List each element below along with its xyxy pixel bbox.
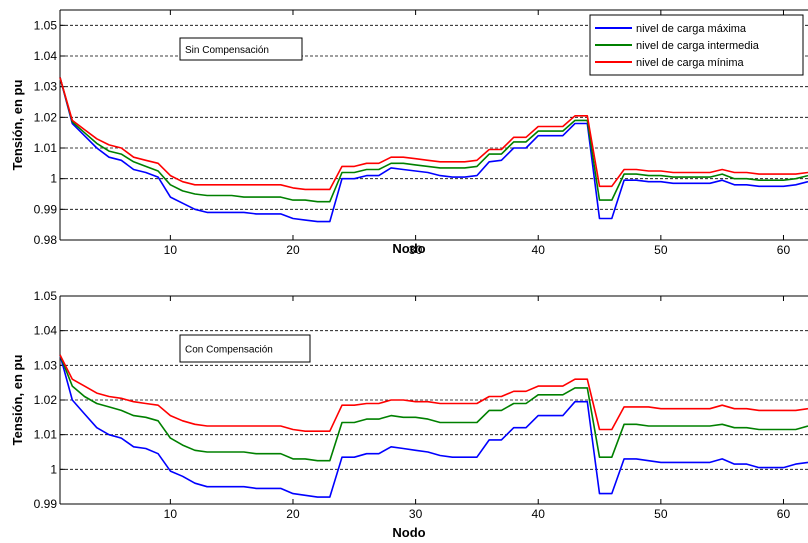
y-tick-label: 1 xyxy=(50,462,57,476)
annotation-text: Sin Compensación xyxy=(185,45,269,56)
y-axis-label: Tensión, en pu xyxy=(10,80,25,171)
series-line-2 xyxy=(59,77,808,203)
series-line-3 xyxy=(59,77,808,191)
series-line-3 xyxy=(59,354,808,433)
x-tick-label: 40 xyxy=(532,243,546,257)
y-tick-label: 0.99 xyxy=(34,202,58,216)
y-tick-label: 1.05 xyxy=(34,289,58,303)
series-line-1 xyxy=(59,77,808,223)
y-tick-label: 1.02 xyxy=(34,110,58,124)
y-tick-label: 1.04 xyxy=(34,49,58,63)
x-tick-label: 10 xyxy=(164,243,178,257)
series-line-2 xyxy=(59,354,808,462)
y-tick-label: 1.03 xyxy=(34,358,58,372)
legend: nivel de carga máxima nivel de carga inte… xyxy=(589,14,804,76)
x-axis-label: Nodo xyxy=(392,241,425,256)
y-axis-label: Tensión, en pu xyxy=(10,355,25,446)
x-tick-label: 50 xyxy=(654,243,668,257)
x-tick-label: 50 xyxy=(654,507,668,521)
x-tick-label: 20 xyxy=(286,507,300,521)
x-tick-label: 10 xyxy=(164,507,178,521)
x-tick-label: 40 xyxy=(532,507,546,521)
y-tick-label: 1.01 xyxy=(34,428,58,442)
annotation-text: Con Compensación xyxy=(185,345,273,356)
y-tick-label: 1.04 xyxy=(34,324,58,338)
legend-label-2: nivel de carga intermedia xyxy=(636,40,760,52)
y-tick-label: 0.99 xyxy=(34,497,58,511)
y-tick-label: 1.05 xyxy=(34,18,58,32)
y-tick-label: 1.01 xyxy=(34,141,58,155)
x-axis-label: Nodo xyxy=(392,525,425,540)
legend-label-1: nivel de carga máxima xyxy=(636,23,747,35)
series-line-1 xyxy=(59,354,808,498)
chart-panel-1: 0.98 0.99 1 1.01 1.02 1.03 1.04 1.05 10 20 30 40 50 6… xyxy=(10,9,808,257)
legend-label-3: nivel de carga mínima xyxy=(636,57,744,69)
x-tick-label: 60 xyxy=(777,243,791,257)
x-tick-label: 20 xyxy=(286,243,300,257)
chart-panel-2: 0.99 1 1.01 1.02 1.03 1.04 1.05 10 20 30 40 50 60 Nod… xyxy=(10,289,808,540)
y-tick-label: 1.02 xyxy=(34,393,58,407)
x-tick-label: 30 xyxy=(409,243,423,257)
annotation-box xyxy=(179,334,311,363)
y-tick-label: 1.03 xyxy=(34,80,58,94)
x-tick-label: 60 xyxy=(777,507,791,521)
x-tick-label: 30 xyxy=(409,507,423,521)
y-tick-label: 1 xyxy=(50,172,57,186)
annotation-box xyxy=(179,37,303,61)
y-tick-label: 0.98 xyxy=(34,233,58,247)
